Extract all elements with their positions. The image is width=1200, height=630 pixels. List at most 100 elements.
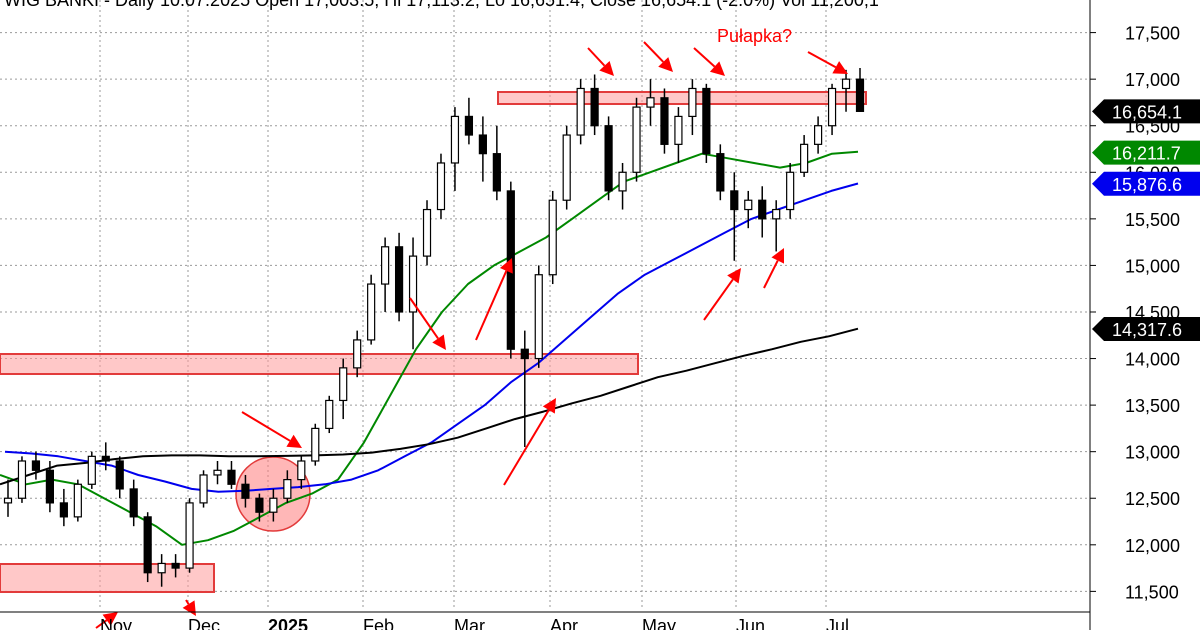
candle-body xyxy=(813,125,823,145)
candle-body xyxy=(241,483,250,499)
candle-body xyxy=(841,78,851,90)
candle-body xyxy=(17,460,27,499)
y-tick-label: 13,500 xyxy=(1125,396,1180,416)
moving-average-line xyxy=(0,150,859,546)
candle-body xyxy=(604,125,613,192)
candle-body xyxy=(255,497,264,513)
candle-body xyxy=(311,427,320,462)
red-arrow-head xyxy=(499,258,513,274)
x-tick-label: Mar xyxy=(454,616,485,630)
candle-body xyxy=(786,171,795,211)
candle-body xyxy=(478,134,487,155)
red-arrow-head xyxy=(727,268,741,284)
candle-body xyxy=(800,143,809,173)
candle-body xyxy=(143,516,152,574)
candle-body xyxy=(632,106,641,173)
moving-average-line xyxy=(4,182,859,493)
candles xyxy=(3,67,865,587)
candle-body xyxy=(171,562,180,569)
candle-body xyxy=(674,115,683,145)
x-tick-label: Jun xyxy=(736,616,765,630)
candle-body xyxy=(646,97,655,108)
chart-header: WIG BANKI - Daily 10.07.2025 Open 17,003… xyxy=(4,0,879,10)
red-arrow xyxy=(503,409,550,486)
x-tick-label: Apr xyxy=(550,616,578,630)
candle-body xyxy=(367,283,376,341)
annotation-label: Pułapka? xyxy=(717,26,792,46)
candle-body xyxy=(353,339,362,369)
candle-body xyxy=(59,502,68,518)
candle-body xyxy=(31,460,41,471)
candle-body xyxy=(562,134,571,201)
candle-body xyxy=(855,78,865,112)
price-tag xyxy=(1092,316,1200,341)
red-arrow xyxy=(807,51,837,69)
candle-body xyxy=(730,190,739,211)
candle-body xyxy=(436,162,446,211)
candle-body xyxy=(520,348,529,360)
price-tag-label: 16,654.1 xyxy=(1112,102,1182,122)
candle-body xyxy=(422,208,432,257)
zone-bottom-left xyxy=(0,563,215,593)
x-tick-label: Feb xyxy=(363,616,394,630)
candle-body xyxy=(129,488,138,518)
red-arrow xyxy=(587,47,606,67)
candle-body xyxy=(590,87,599,127)
candle-body xyxy=(227,469,236,485)
candle-body xyxy=(744,199,753,211)
red-arrow xyxy=(185,599,190,605)
y-tick-label: 14,000 xyxy=(1125,350,1180,370)
y-tick-label: 12,000 xyxy=(1125,536,1180,556)
candle-body xyxy=(339,367,348,402)
zone-middle xyxy=(0,353,639,375)
price-tag xyxy=(1092,140,1200,165)
moving-averages xyxy=(0,150,859,546)
candle-body xyxy=(213,469,222,476)
red-arrow xyxy=(95,619,108,629)
red-arrow-head xyxy=(286,434,302,448)
candle-body xyxy=(688,87,697,118)
red-arrow-head xyxy=(658,57,673,72)
candle-body xyxy=(394,246,404,313)
price-tags: 16,654.1 16,211.7 15,876.6 14,317.6 xyxy=(1092,99,1200,341)
zone-top xyxy=(497,91,867,105)
red-arrow-head xyxy=(182,600,196,616)
red-arrow-head xyxy=(599,60,614,76)
candle-body xyxy=(45,469,55,504)
x-tick-label: 2025 xyxy=(268,616,308,630)
candle-body xyxy=(101,455,110,462)
candle-body xyxy=(185,502,194,569)
x-tick-label: Dec xyxy=(188,616,220,630)
y-tick-label: 12,500 xyxy=(1125,489,1180,509)
moving-average-line xyxy=(0,327,859,486)
red-arrow xyxy=(475,270,508,341)
candle-body xyxy=(408,255,418,313)
red-arrow-head xyxy=(771,248,784,264)
red-arrow-head xyxy=(832,61,848,74)
candle-body xyxy=(87,455,96,485)
candle-body xyxy=(702,87,711,155)
red-arrow xyxy=(703,278,734,321)
candle-body xyxy=(450,115,460,164)
x-tick-label: Jul xyxy=(826,616,849,630)
candle-body xyxy=(772,208,781,220)
y-tick-label: 15,500 xyxy=(1125,210,1180,230)
candle-body xyxy=(464,115,474,136)
candle-body xyxy=(3,497,13,504)
x-tick-label: May xyxy=(642,616,676,630)
red-arrow-head xyxy=(102,612,118,626)
y-tick-label: 17,000 xyxy=(1125,70,1180,90)
candle-body xyxy=(381,246,390,285)
red-arrow xyxy=(409,297,439,340)
candle-body xyxy=(73,483,82,518)
red-arrow xyxy=(763,260,779,289)
price-tag xyxy=(1092,171,1200,196)
candle-body xyxy=(297,460,306,481)
x-tick-label: Nov xyxy=(100,616,132,630)
red-arrow xyxy=(693,47,716,68)
red-arrow-head xyxy=(709,61,725,76)
price-tag-label: 16,211.7 xyxy=(1112,144,1181,164)
candle-body xyxy=(534,274,543,360)
y-tick-label: 11,500 xyxy=(1125,582,1179,602)
